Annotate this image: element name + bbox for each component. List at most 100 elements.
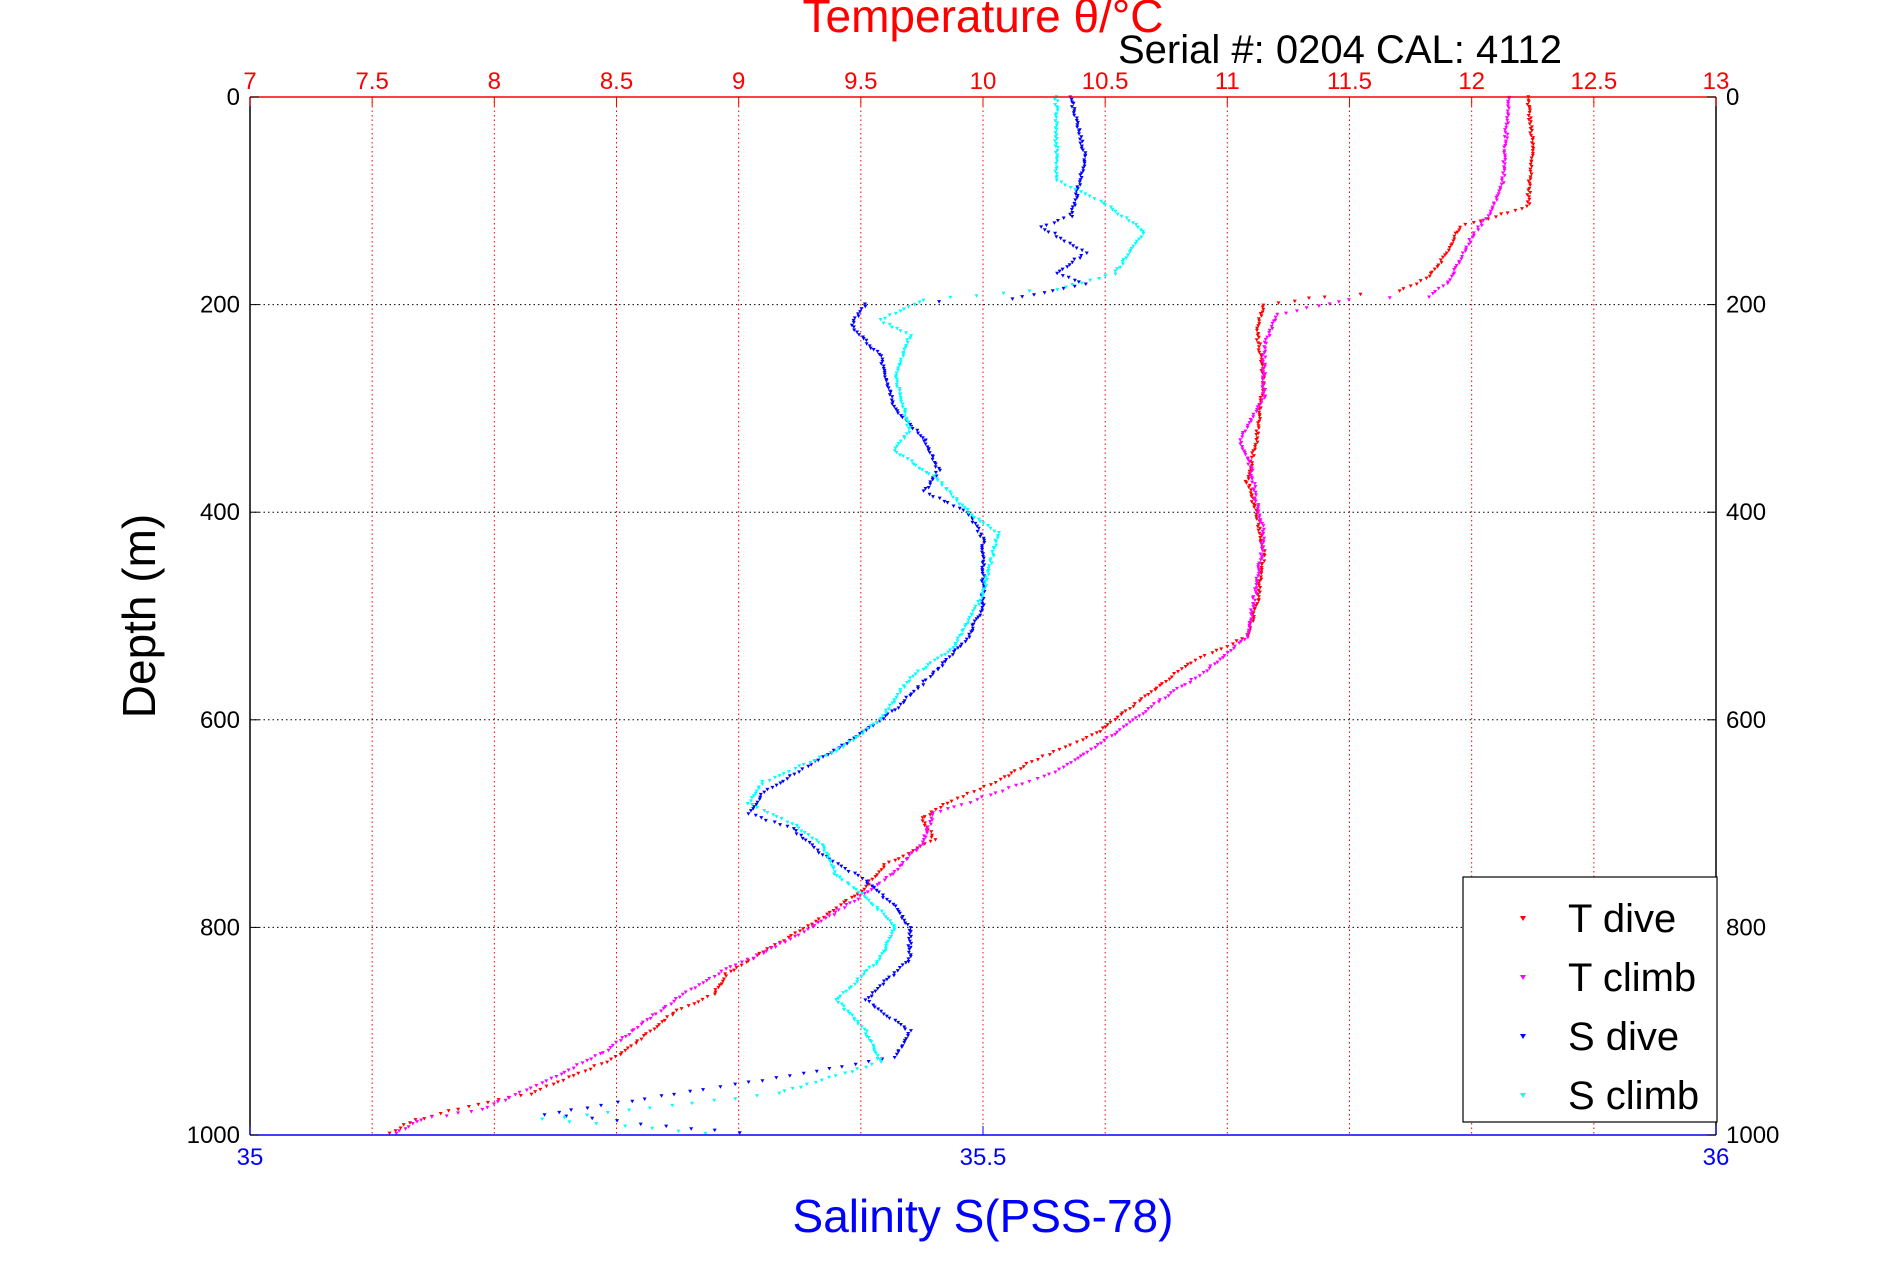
depth-tick-label-left: 200: [200, 292, 240, 319]
data-point: [1143, 710, 1148, 714]
data-point: [1466, 242, 1471, 247]
data-point: [1054, 137, 1059, 141]
data-point: [1103, 274, 1108, 278]
data-point: [1039, 225, 1044, 229]
data-point: [701, 981, 706, 985]
data-point: [802, 830, 807, 835]
data-point: [846, 1009, 851, 1014]
data-point: [1102, 738, 1107, 743]
data-point: [1459, 257, 1464, 261]
data-point: [1507, 97, 1512, 101]
data-point: [1257, 569, 1262, 573]
data-point: [875, 908, 880, 912]
data-point: [906, 1032, 911, 1036]
data-point: [800, 767, 805, 771]
data-point: [903, 407, 908, 412]
data-point: [957, 506, 962, 511]
data-point: [1257, 350, 1262, 355]
data-point: [917, 466, 922, 471]
data-point: [1430, 291, 1435, 296]
data-point: [882, 316, 887, 321]
data-point: [1172, 672, 1177, 676]
data-point: [878, 954, 883, 959]
data-point: [881, 865, 886, 870]
data-point: [911, 462, 916, 466]
data-point: [1346, 298, 1351, 302]
data-point: [864, 1029, 869, 1033]
data-point: [882, 368, 887, 373]
data-point: [808, 760, 813, 765]
data-point: [753, 813, 758, 818]
temperature-tick-label: 10: [970, 68, 997, 95]
data-point: [566, 1068, 571, 1072]
data-point: [576, 1071, 581, 1076]
data-point: [928, 675, 933, 679]
data-point: [864, 884, 869, 889]
data-point: [1042, 291, 1047, 295]
data-point: [921, 842, 926, 847]
data-point: [907, 932, 912, 936]
data-point: [801, 927, 806, 931]
data-point: [1256, 421, 1261, 425]
data-point: [585, 1113, 590, 1117]
data-point: [746, 812, 751, 816]
data-point: [712, 974, 717, 979]
data-point: [1254, 604, 1259, 608]
data-point: [1103, 203, 1108, 207]
data-point: [981, 596, 986, 601]
data-point: [863, 1032, 868, 1036]
data-point: [696, 1000, 701, 1004]
data-point: [605, 1111, 610, 1115]
data-point: [894, 1052, 899, 1057]
data-point: [951, 646, 956, 650]
data-point: [907, 853, 912, 857]
data-point: [760, 782, 765, 786]
data-point: [814, 1069, 819, 1074]
data-point: [922, 439, 927, 444]
data-point: [1259, 565, 1264, 570]
data-point: [927, 451, 932, 455]
data-point: [677, 995, 682, 1000]
data-point: [961, 795, 966, 799]
data-point: [982, 538, 987, 543]
data-point: [895, 385, 900, 389]
data-point: [1478, 219, 1483, 223]
data-point: [955, 639, 960, 643]
data-point: [398, 1126, 403, 1130]
data-point: [1167, 677, 1172, 682]
data-point: [929, 835, 934, 840]
data-point: [864, 968, 869, 973]
data-point: [861, 336, 866, 341]
data-point: [875, 883, 880, 887]
data-point: [1501, 160, 1506, 164]
data-point: [1247, 421, 1252, 425]
data-point: [839, 1065, 844, 1069]
data-point: [994, 543, 999, 548]
data-point: [913, 672, 918, 676]
data-point: [1253, 444, 1258, 449]
data-point: [1435, 265, 1440, 269]
data-point: [1253, 503, 1258, 508]
data-point: [753, 791, 758, 796]
data-point: [1261, 527, 1266, 532]
data-point: [810, 836, 815, 841]
data-point: [713, 990, 718, 995]
data-point: [852, 328, 857, 332]
data-point: [954, 499, 959, 503]
data-point: [1526, 118, 1531, 122]
data-point: [1139, 235, 1144, 239]
data-point: [926, 485, 931, 490]
data-point: [882, 863, 887, 867]
data-point: [905, 680, 910, 685]
data-point: [979, 579, 984, 583]
data-point: [1139, 697, 1144, 701]
data-point: [1528, 190, 1533, 195]
data-point: [935, 478, 940, 483]
data-point: [764, 949, 769, 954]
data-point: [983, 582, 988, 586]
temperature-tick-label: 8: [488, 68, 501, 95]
data-point: [895, 326, 900, 331]
data-point: [686, 1004, 691, 1008]
data-point: [896, 1020, 901, 1025]
data-point: [982, 563, 987, 567]
